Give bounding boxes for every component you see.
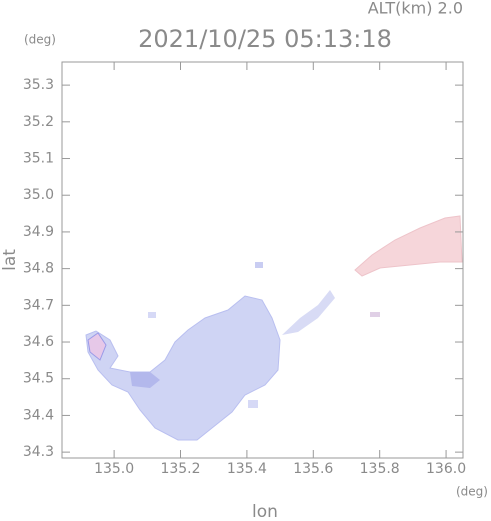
y-tick-label: 34.3 [23,444,54,460]
plot-frame [61,61,464,459]
y-tick-label: 35.0 [23,187,54,203]
echo-blue [85,295,281,441]
x-tick-label: 135.0 [94,461,134,477]
echo-field [85,215,463,441]
chart-title: 2021/10/25 05:13:18 [138,25,392,53]
x-tick-label: 135.2 [160,461,200,477]
x-tick-label: 135.8 [360,461,400,477]
x-tick-label: 135.6 [293,461,333,477]
echo-edge [87,332,107,361]
echo-speck [370,312,380,317]
echo-speck [255,262,263,268]
x-axis-label: lon [252,502,278,521]
echo-blue-dense [130,372,160,388]
y-tick-label: 35.2 [23,114,54,130]
echo-band [282,290,335,335]
y-tick-label: 34.4 [23,407,54,423]
x-unit: (deg) [456,485,488,499]
x-tick-label: 136.0 [426,461,466,477]
y-tick-label: 35.1 [23,151,54,167]
y-tick-label: 34.6 [23,334,54,350]
chart-subtitle: ALT(km) 2.0 [368,0,463,18]
y-tick-label: 34.9 [23,224,54,240]
x-tick-label: 135.4 [227,461,267,477]
y-tick-label: 34.7 [23,297,54,313]
y-tick-label: 35.3 [23,77,54,93]
echo-pink [354,215,463,277]
echo-speck [148,312,156,318]
y-tick-label: 34.8 [23,261,54,277]
echo-speck [248,400,258,408]
y-tick-label: 34.5 [23,371,54,387]
y-unit: (deg) [24,33,56,47]
y-axis-label: lat [0,249,20,271]
